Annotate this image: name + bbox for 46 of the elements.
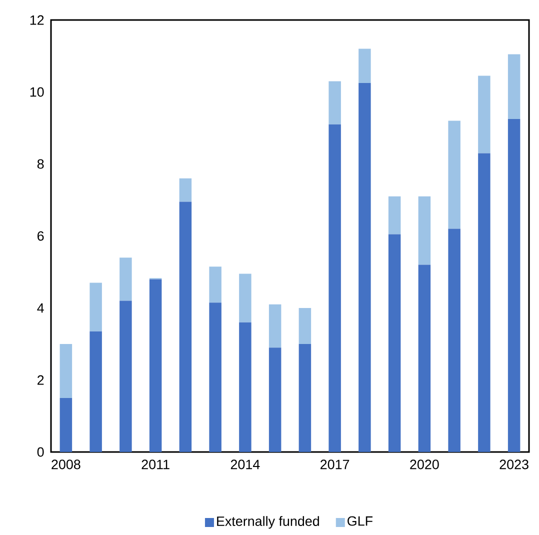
bar xyxy=(478,153,490,452)
bar xyxy=(448,228,460,452)
y-tick-label: 2 xyxy=(38,375,44,385)
bar xyxy=(448,120,460,229)
legend-label: GLF xyxy=(348,516,372,526)
bar xyxy=(388,196,401,234)
x-tick-label: 2011 xyxy=(142,460,170,470)
bar xyxy=(239,274,252,322)
bar xyxy=(268,304,282,348)
x-tick-label: 2023 xyxy=(500,460,528,470)
y-tick-label: 12 xyxy=(30,15,44,25)
bar xyxy=(328,124,341,452)
bar xyxy=(358,82,371,452)
bar xyxy=(388,234,401,452)
bar xyxy=(328,81,341,124)
bar xyxy=(90,282,102,332)
x-tick-label: 2008 xyxy=(52,460,80,470)
bar xyxy=(239,322,252,452)
bar xyxy=(358,48,371,83)
bar xyxy=(298,308,312,344)
y-tick-label: 8 xyxy=(37,159,44,169)
y-tick-label: 6 xyxy=(38,231,44,241)
bar xyxy=(478,76,490,154)
bar xyxy=(298,344,312,452)
x-tick-label: 2014 xyxy=(230,460,260,470)
bar xyxy=(268,348,282,452)
y-tick-label: 0 xyxy=(37,447,44,457)
bar xyxy=(209,266,222,303)
y-tick-label: 4 xyxy=(37,303,44,313)
bar xyxy=(120,300,132,452)
bar xyxy=(60,398,72,452)
x-tick-label: 2017 xyxy=(320,460,350,470)
bar xyxy=(90,331,102,452)
legend-label: Externally funded xyxy=(217,516,319,529)
bar xyxy=(60,344,72,398)
y-tick-label: 10 xyxy=(30,87,44,97)
bar xyxy=(120,258,132,301)
bar xyxy=(418,196,431,265)
bar xyxy=(209,302,222,452)
bar xyxy=(179,202,192,452)
x-tick-label: 2020 xyxy=(410,460,439,470)
bar xyxy=(508,54,520,119)
bar xyxy=(179,178,192,202)
bar xyxy=(149,279,162,452)
bar xyxy=(418,264,431,452)
bar xyxy=(508,118,520,452)
